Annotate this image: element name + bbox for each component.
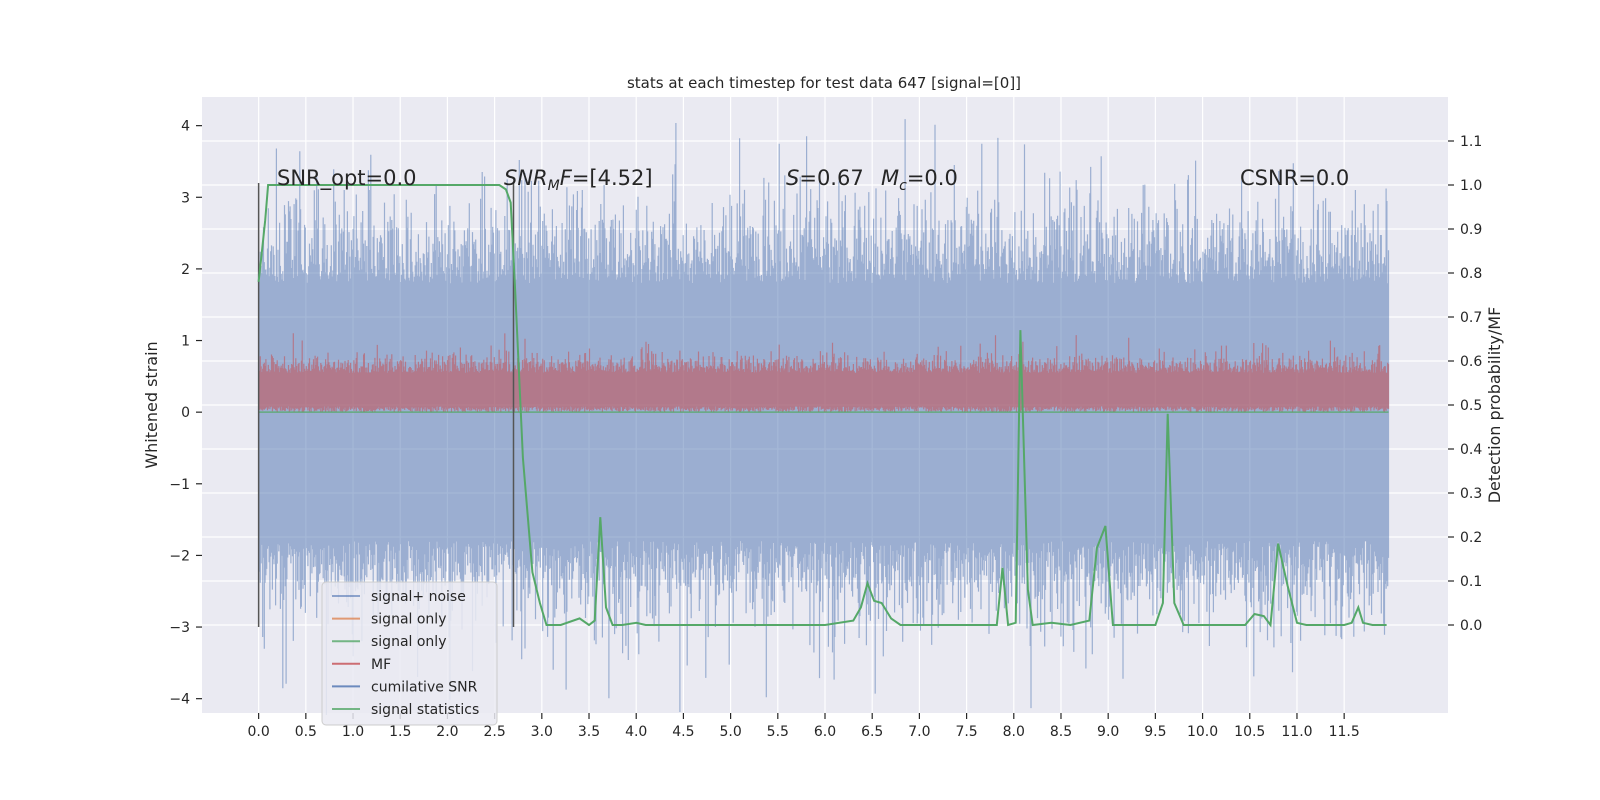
y-tick-label: −1: [169, 477, 190, 493]
y2-tick-label: 0.0: [1460, 618, 1482, 634]
x-tick-label: 9.5: [1144, 724, 1166, 740]
y2-tick-label: 0.1: [1460, 574, 1482, 590]
x-tick-label: 3.0: [531, 724, 553, 740]
annotation-s: S=0.67: [786, 166, 864, 190]
annotation-snr-mf: SNRMF=[4.52]: [504, 166, 653, 194]
legend-label: signal only: [371, 634, 446, 650]
x-tick-label: 10.0: [1187, 724, 1218, 740]
y2-tick-label: 1.1: [1460, 134, 1482, 150]
x-tick-label: 2.0: [436, 724, 458, 740]
x-tick-label: 4.5: [672, 724, 694, 740]
annotation-csnr: CSNR=0.0: [1240, 166, 1349, 190]
y-tick-label: −4: [169, 692, 190, 708]
annotation-snr-opt: SNR_opt=0.0: [277, 166, 417, 191]
y-tick-label: 2: [181, 262, 190, 278]
legend-label: signal+ noise: [371, 589, 466, 605]
series-layer: [257, 184, 1387, 628]
y2-tick-label: 0.7: [1460, 310, 1482, 326]
y-axis-left: 4 3 2 1 0 −1 −2 −3 −4: [169, 119, 202, 708]
y-tick-label: 1: [181, 334, 190, 350]
y2-tick-label: 0.4: [1460, 442, 1482, 458]
y2-tick-label: 0.3: [1460, 486, 1482, 502]
legend-label: signal statistics: [371, 702, 479, 718]
x-tick-label: 6.0: [814, 724, 836, 740]
y2-tick-label: 0.8: [1460, 266, 1482, 282]
x-tick-label: 9.0: [1097, 724, 1119, 740]
legend-box: [321, 581, 498, 726]
x-tick-label: 7.5: [955, 724, 977, 740]
y-axis-right: 1.1 1.0 0.9 0.8 0.7 0.6 0.5 0.4 0.3 0.2 0.1 0.0: [1448, 134, 1482, 634]
y-tick-label: −2: [169, 548, 190, 564]
x-tick-label: 8.5: [1050, 724, 1072, 740]
x-axis: 0.0 0.5 1.0 1.5 2.0 2.5 3.0 3.5 4.0 4.5 5.0 5.5 6.0 6…: [248, 713, 1360, 740]
x-tick-label: 2.5: [483, 724, 505, 740]
legend: signal+ noise signal only signal only MF cum…: [321, 581, 498, 726]
x-tick-label: 0.0: [248, 724, 270, 740]
y2-axis-label: Detection probability/MF: [1485, 307, 1504, 504]
y2-tick-label: 0.2: [1460, 530, 1482, 546]
x-tick-label: 5.5: [767, 724, 789, 740]
legend-label: MF: [371, 657, 391, 673]
y-tick-label: −3: [169, 620, 190, 636]
y-tick-label: 3: [181, 190, 190, 206]
x-tick-label: 10.5: [1234, 724, 1265, 740]
x-tick-label: 11.0: [1281, 724, 1312, 740]
chart-title: stats at each timestep for test data 647…: [627, 74, 1021, 92]
x-tick-label: 11.5: [1329, 724, 1360, 740]
y2-tick-label: 1.0: [1460, 178, 1482, 194]
y-axis-label: Whitened strain: [142, 341, 161, 468]
y2-tick-label: 0.6: [1460, 354, 1482, 370]
y-tick-label: 0: [181, 405, 190, 421]
x-tick-label: 1.5: [389, 724, 411, 740]
annotation-mc: Mc=0.0: [881, 166, 958, 194]
x-tick-label: 1.0: [342, 724, 364, 740]
x-tick-label: 3.5: [578, 724, 600, 740]
x-tick-label: 4.0: [625, 724, 647, 740]
legend-label: cumilative SNR: [371, 679, 478, 695]
y-tick-label: 4: [181, 119, 190, 135]
x-tick-label: 0.5: [295, 724, 317, 740]
x-tick-label: 6.5: [861, 724, 883, 740]
y2-tick-label: 0.5: [1460, 398, 1482, 414]
legend-label: signal only: [371, 612, 446, 628]
x-tick-label: 5.0: [719, 724, 741, 740]
y2-tick-label: 0.9: [1460, 222, 1482, 238]
x-tick-label: 8.0: [1003, 724, 1025, 740]
x-tick-label: 7.0: [908, 724, 930, 740]
